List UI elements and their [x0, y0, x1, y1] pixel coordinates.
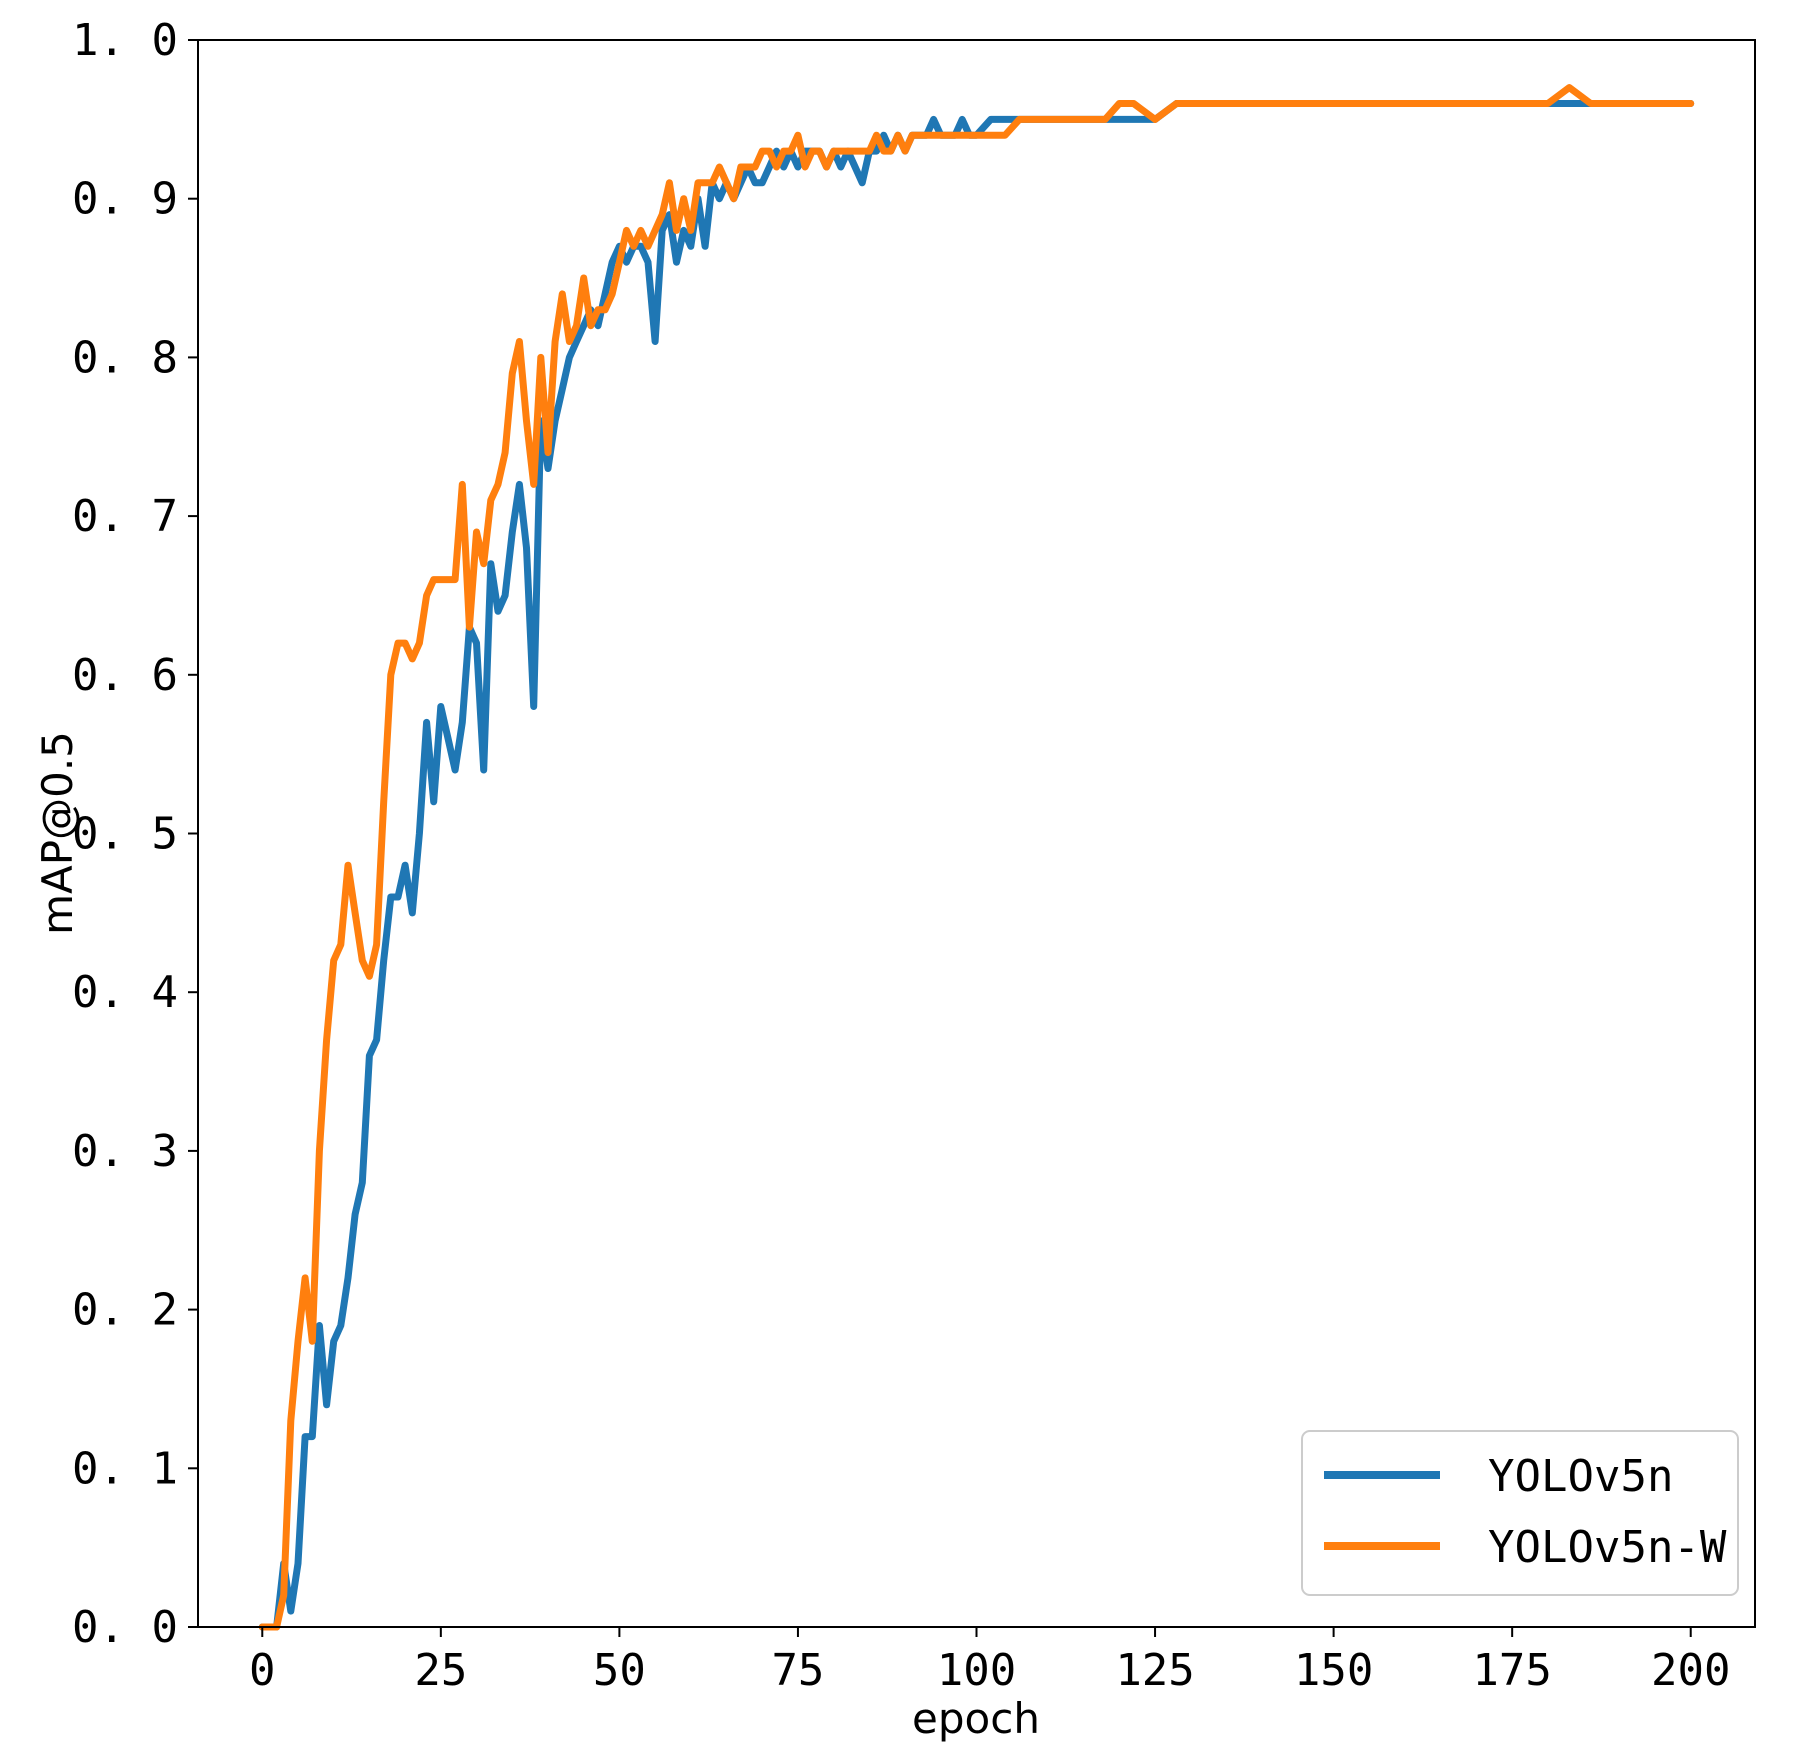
series-layer: [258, 84, 1695, 1631]
x-tick-label: 0: [249, 1645, 276, 1696]
x-tick-label: 125: [1115, 1645, 1194, 1696]
legend: YOLOv5n YOLOv5n-W: [1301, 1430, 1739, 1596]
y-tick-label: 0. 9: [72, 174, 178, 225]
x-axis-label: epoch: [912, 1694, 1040, 1743]
y-tick-label: 0. 5: [72, 809, 178, 860]
legend-label-yolov5n: YOLOv5n: [1488, 1451, 1673, 1502]
x-tick-label: 75: [771, 1645, 824, 1696]
x-tick-label: 25: [414, 1645, 467, 1696]
plot-background: [198, 40, 1755, 1627]
y-tick-label: 0. 1: [72, 1443, 178, 1494]
series-line-yolov5n-w: [258, 84, 1695, 1631]
y-tick-label: 0. 7: [72, 491, 178, 542]
y-tick-label: 0. 0: [72, 1602, 178, 1653]
x-tick-label: 100: [937, 1645, 1016, 1696]
y-axis-label: mAP@0.5: [33, 731, 82, 935]
y-tick-label: 0. 4: [72, 967, 178, 1018]
legend-label-yolov5n-w: YOLOv5n-W: [1488, 1522, 1727, 1573]
y-axis: 0. 0 0. 1 0. 2 0. 3 0. 4 0. 5 0. 6 0. 7 0. 8 0. 9…: [72, 15, 198, 1653]
y-tick-label: 0. 3: [72, 1126, 178, 1177]
y-tick-label: 0. 8: [72, 332, 178, 383]
x-tick-label: 200: [1651, 1645, 1730, 1696]
x-axis: 0 25 50 75 100 125 150 175 200: [249, 1627, 1730, 1696]
y-tick-label: 1. 0: [72, 15, 178, 66]
x-tick-label: 50: [593, 1645, 646, 1696]
x-tick-label: 175: [1472, 1645, 1551, 1696]
y-tick-label: 0. 2: [72, 1285, 178, 1336]
y-tick-label: 0. 6: [72, 650, 178, 701]
x-tick-label: 150: [1294, 1645, 1373, 1696]
